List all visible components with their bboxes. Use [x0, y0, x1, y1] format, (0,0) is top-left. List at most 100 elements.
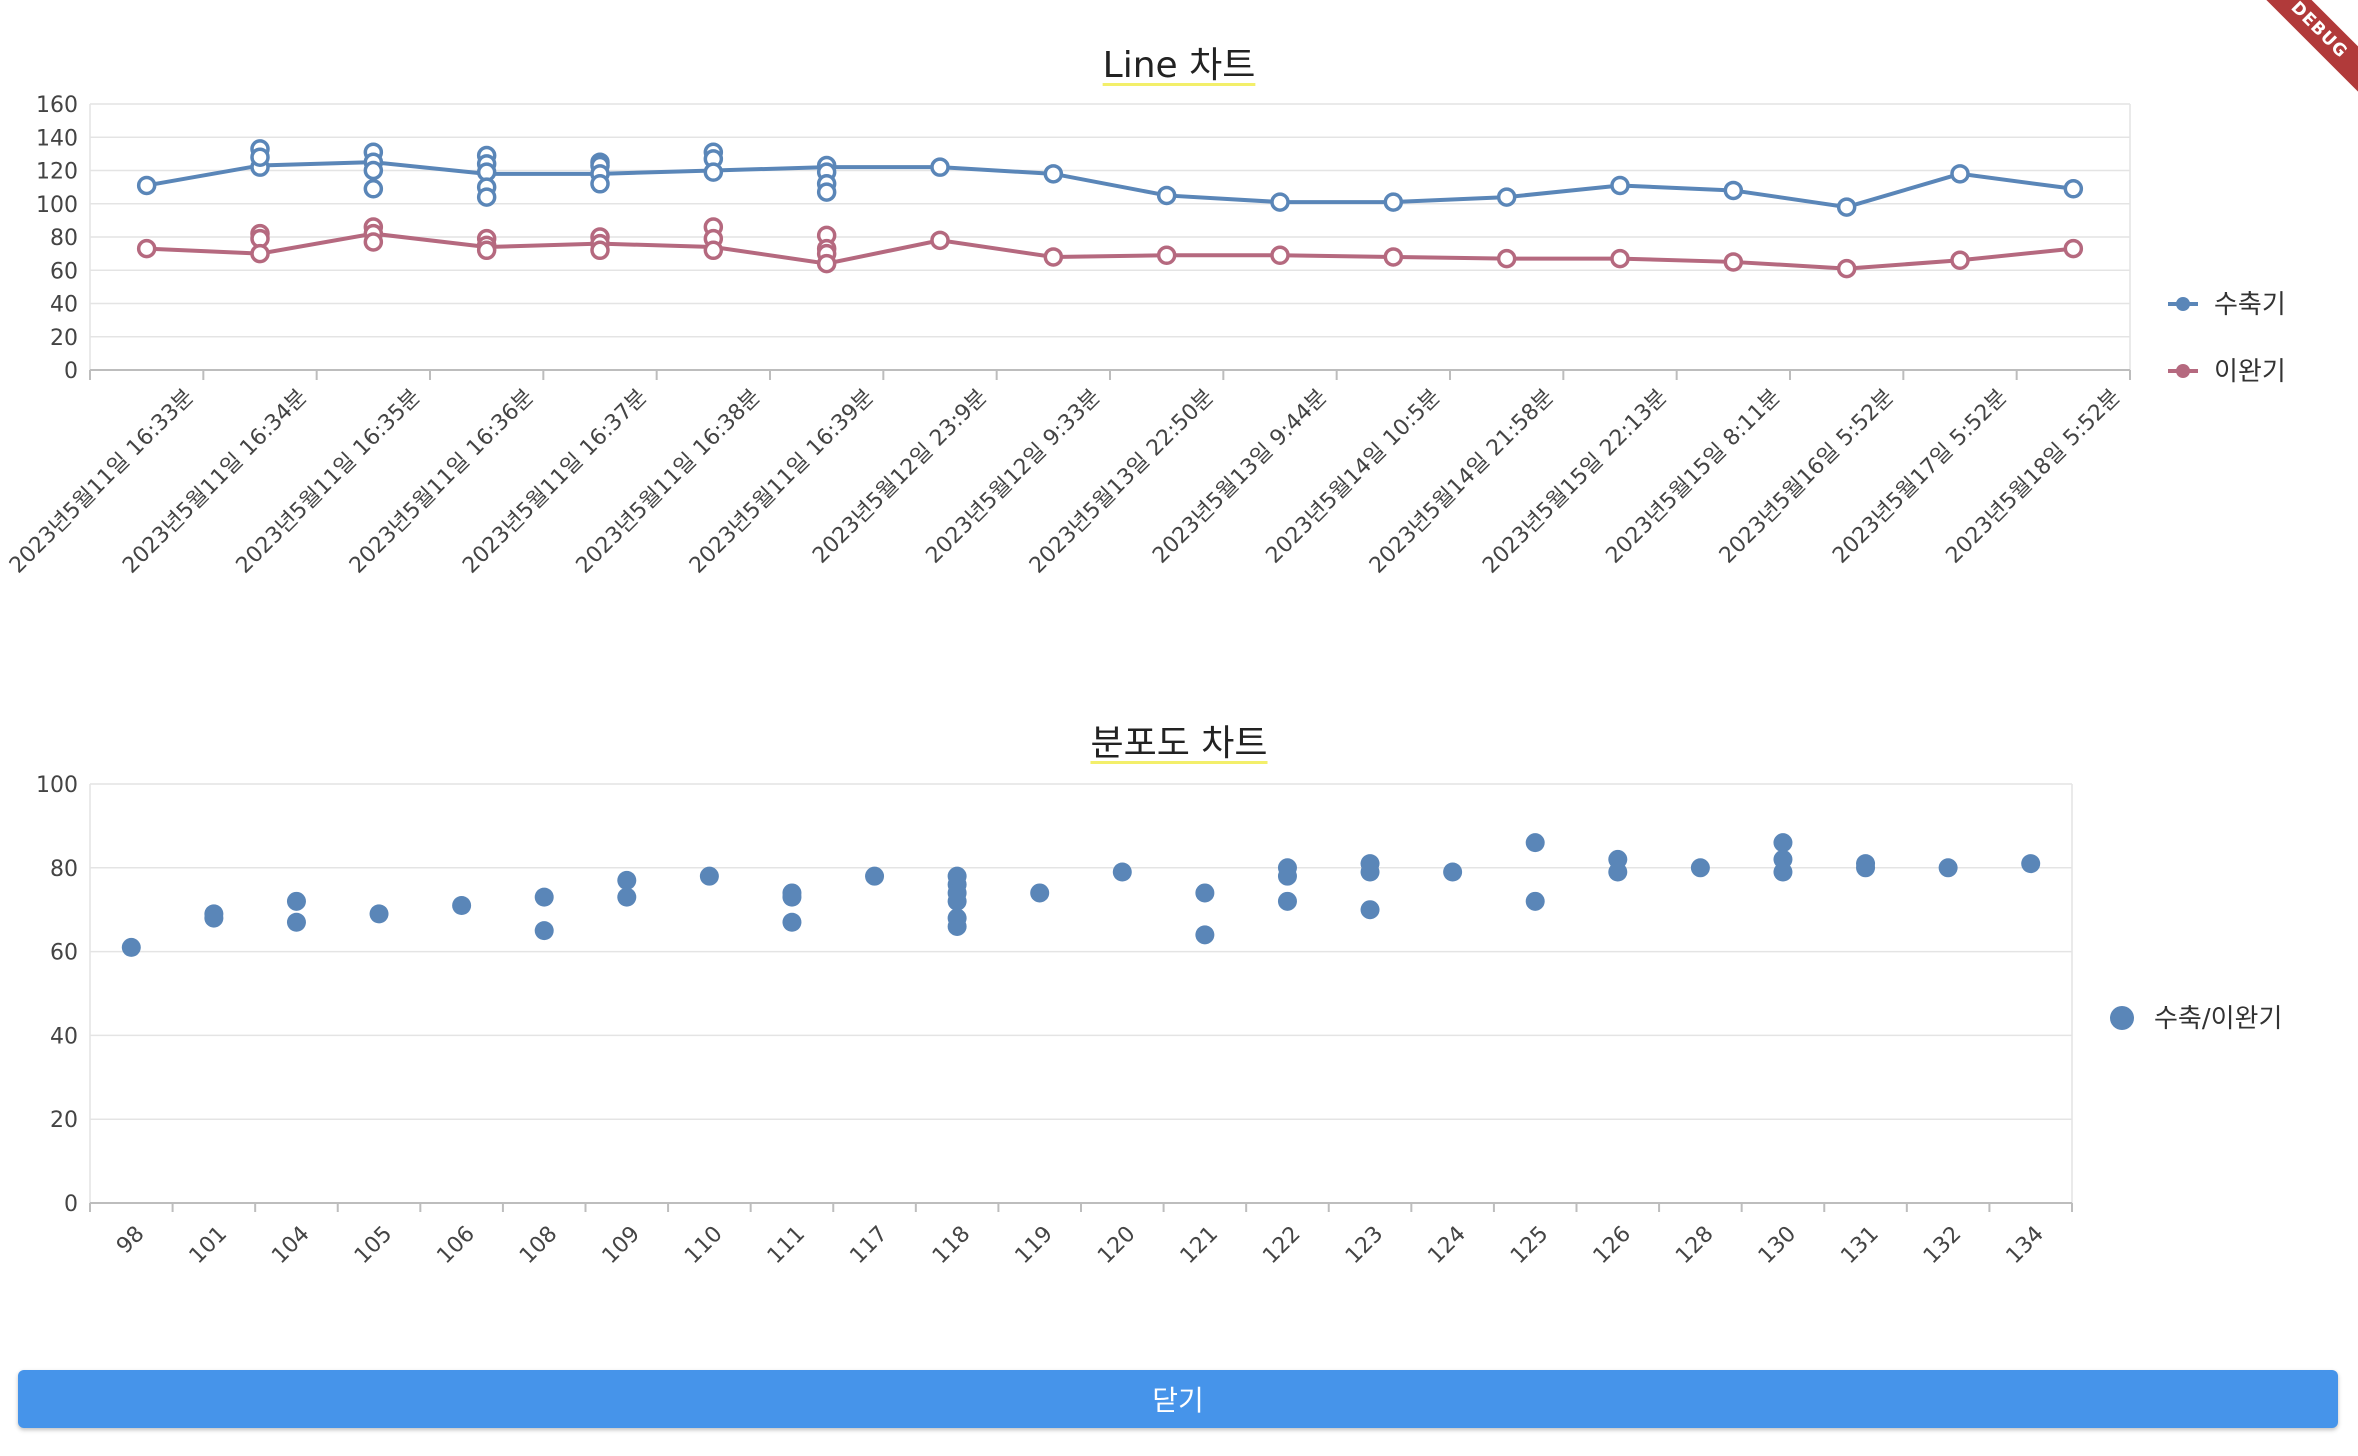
data-point[interactable]: [1723, 180, 1744, 201]
data-point[interactable]: [1360, 862, 1380, 882]
x-tick-label: 122: [1258, 1222, 1305, 1269]
data-point[interactable]: [1836, 197, 1857, 217]
x-tick-label: 132: [1919, 1222, 1966, 1269]
data-point[interactable]: [363, 232, 384, 252]
data-point[interactable]: [1690, 858, 1710, 878]
legend-item-1: 수축기: [2168, 290, 2286, 320]
data-point[interactable]: [703, 240, 724, 261]
data-point[interactable]: [534, 921, 554, 941]
data-point[interactable]: [2063, 238, 2084, 259]
data-point[interactable]: [1773, 862, 1793, 882]
data-point[interactable]: [1270, 245, 1290, 266]
data-point[interactable]: [1938, 858, 1958, 878]
data-point[interactable]: [590, 240, 610, 261]
data-point[interactable]: [930, 157, 950, 177]
data-point[interactable]: [1270, 192, 1290, 212]
data-point[interactable]: [2021, 854, 2041, 874]
data-point[interactable]: [1277, 866, 1297, 886]
data-point[interactable]: [1383, 192, 1404, 212]
x-tick-label: 2023년5월15일 22:13분: [1478, 385, 1672, 579]
data-point[interactable]: [250, 147, 270, 167]
legend-marker: [2110, 1006, 2134, 1030]
data-point[interactable]: [452, 896, 472, 916]
data-point[interactable]: [1836, 258, 1857, 279]
data-point[interactable]: [1496, 187, 1517, 207]
x-tick-label: 110: [680, 1222, 727, 1269]
data-point[interactable]: [1608, 862, 1628, 882]
x-tick-label: 119: [1011, 1222, 1058, 1269]
data-point[interactable]: [250, 243, 270, 264]
data-point[interactable]: [121, 937, 141, 957]
data-point[interactable]: [204, 908, 224, 928]
data-point[interactable]: [476, 240, 497, 261]
data-point[interactable]: [1525, 891, 1545, 911]
data-point[interactable]: [1156, 245, 1177, 266]
x-tick-label: 2023년5월11일 16:35분: [232, 385, 426, 579]
legend-item-2: 이완기: [2168, 357, 2286, 387]
x-tick-label: 2023년5월14일 21:58분: [1365, 385, 1559, 579]
data-point[interactable]: [782, 912, 802, 932]
data-point[interactable]: [1156, 185, 1177, 206]
data-point[interactable]: [1723, 252, 1744, 272]
data-point[interactable]: [369, 904, 389, 924]
data-point[interactable]: [930, 230, 950, 251]
data-point[interactable]: [1856, 858, 1876, 878]
data-point[interactable]: [1950, 164, 1970, 184]
x-tick-label: 2023년5월11일 16:38분: [572, 385, 766, 579]
y-tick-label: 40: [50, 293, 78, 318]
data-point[interactable]: [534, 887, 554, 907]
x-tick-label: 111: [763, 1222, 810, 1269]
data-point[interactable]: [703, 162, 724, 182]
data-point[interactable]: [816, 182, 837, 202]
data-point[interactable]: [947, 891, 967, 911]
data-point[interactable]: [1043, 164, 1064, 184]
data-point[interactable]: [1610, 175, 1630, 196]
data-point[interactable]: [476, 187, 497, 207]
y-tick-label: 100: [36, 193, 78, 218]
y-tick-label: 20: [50, 326, 78, 351]
x-tick-label: 2023년5월11일 16:39분: [685, 385, 879, 579]
data-point[interactable]: [1773, 833, 1793, 853]
data-point[interactable]: [1496, 248, 1517, 269]
x-tick-label: 104: [267, 1222, 314, 1269]
x-tick-label: 108: [515, 1222, 562, 1269]
data-point[interactable]: [1525, 833, 1545, 853]
data-point[interactable]: [1030, 883, 1050, 903]
y-tick-label: 80: [50, 226, 78, 251]
data-point[interactable]: [865, 866, 885, 886]
data-point[interactable]: [617, 870, 637, 890]
data-point[interactable]: [590, 174, 610, 194]
series-line-2: [146, 231, 2074, 271]
data-point[interactable]: [699, 866, 719, 886]
data-point[interactable]: [136, 175, 157, 196]
data-point[interactable]: [136, 238, 157, 259]
x-tick-label: 128: [1671, 1222, 1718, 1269]
data-point[interactable]: [1383, 247, 1404, 267]
data-point[interactable]: [617, 887, 637, 907]
x-tick-label: 2023년5월13일 22:50분: [1025, 385, 1219, 579]
data-point[interactable]: [782, 887, 802, 907]
data-point[interactable]: [286, 891, 306, 911]
data-point[interactable]: [1610, 248, 1630, 269]
data-point[interactable]: [1277, 891, 1297, 911]
data-point[interactable]: [1043, 247, 1064, 267]
data-point[interactable]: [1443, 862, 1463, 882]
data-point[interactable]: [1195, 925, 1215, 945]
legend-marker: [2176, 297, 2190, 311]
data-point[interactable]: [1112, 862, 1132, 882]
data-point[interactable]: [2063, 179, 2084, 199]
data-point[interactable]: [1195, 883, 1215, 903]
legend-marker: [2176, 364, 2190, 378]
x-tick-label: 117: [845, 1222, 892, 1269]
line-chart-title: Line 차트: [1102, 45, 1256, 86]
data-point[interactable]: [363, 179, 384, 199]
data-point[interactable]: [363, 160, 384, 181]
data-point[interactable]: [286, 912, 306, 932]
data-point[interactable]: [947, 916, 967, 936]
data-point[interactable]: [1360, 900, 1380, 920]
close-button[interactable]: 닫기: [18, 1370, 2338, 1428]
data-point[interactable]: [1950, 250, 1970, 271]
data-point[interactable]: [816, 253, 837, 274]
